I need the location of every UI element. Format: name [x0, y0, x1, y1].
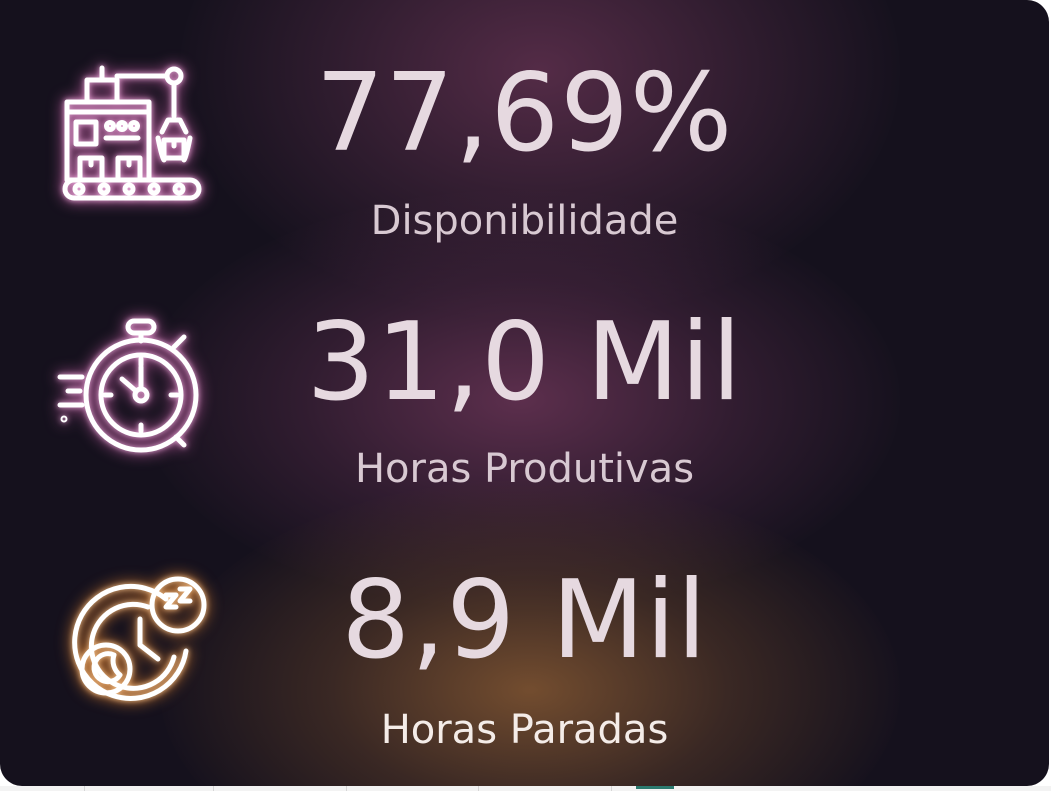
kpi-label: Horas Produtivas	[354, 446, 695, 492]
kpi-value: 31,0 Mil	[306, 300, 743, 425]
stopwatch-icon	[56, 317, 206, 467]
kpi-label: Horas Paradas	[380, 707, 669, 753]
kpi-value: 8,9 Mil	[341, 558, 708, 683]
kpi-value: 77,69%	[315, 51, 734, 176]
factory-machine-icon	[62, 62, 202, 202]
kpi-availability: 77,69% Disponibilidade	[0, 0, 1049, 265]
kpi-downtime-hours: 8,9 Mil Horas Paradas	[0, 515, 1049, 786]
sleep-clock-icon	[72, 571, 214, 711]
window-bottom-strip	[0, 786, 1051, 791]
active-indicator	[636, 786, 674, 789]
kpi-label: Disponibilidade	[370, 198, 679, 244]
kpi-productive-hours: 31,0 Mil Horas Produtivas	[0, 265, 1049, 515]
